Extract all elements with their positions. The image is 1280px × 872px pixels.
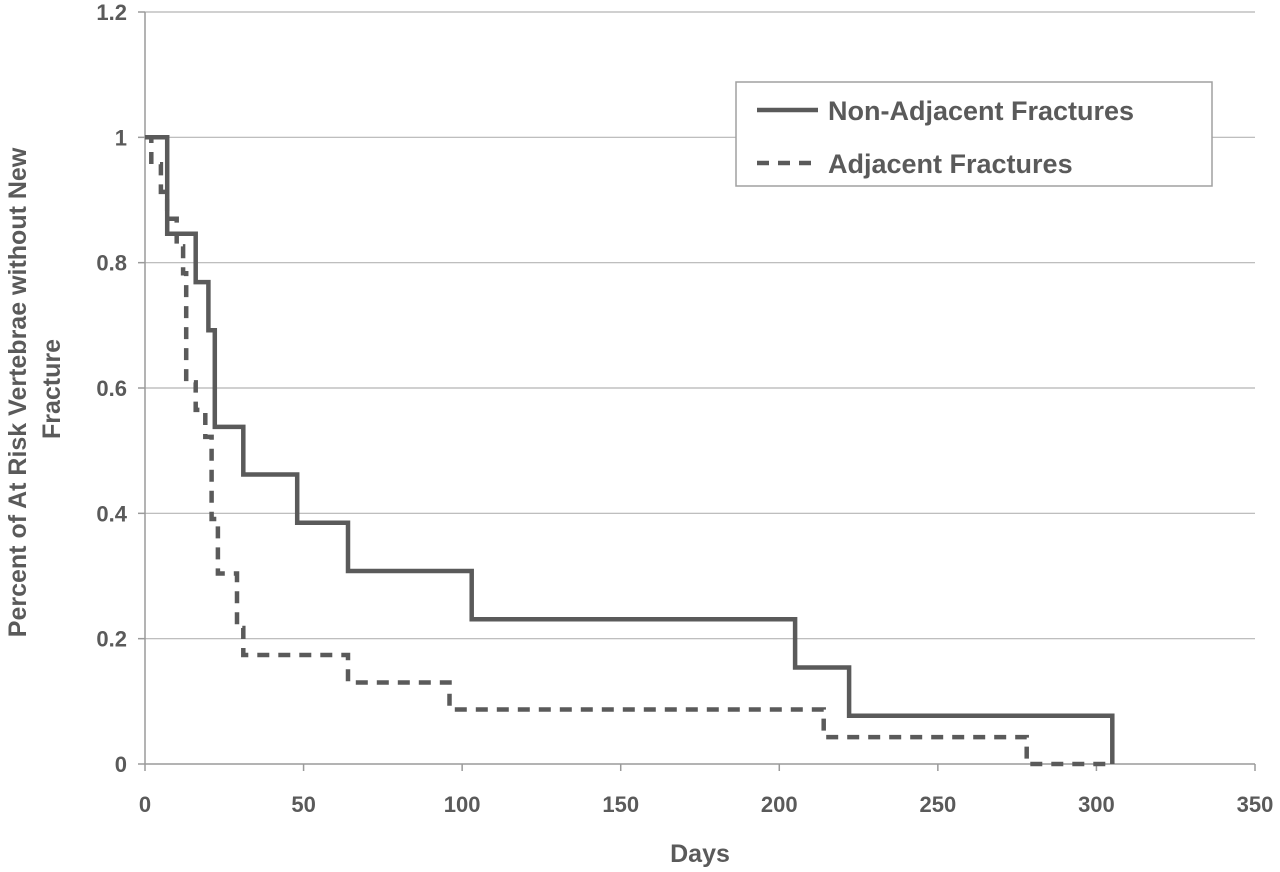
y-tick-label-4: 0.8 [96, 251, 127, 276]
x-tick-label-7: 350 [1237, 792, 1274, 817]
y-tick-label-2: 0.4 [96, 501, 127, 526]
x-tick-label-4: 200 [761, 792, 798, 817]
x-tick-label-0: 0 [139, 792, 151, 817]
y-tick-label-1: 0.2 [96, 627, 127, 652]
y-tick-label-5: 1 [115, 125, 127, 150]
y-tick-label-0: 0 [115, 752, 127, 777]
y-axis-title-line-1: Percent of At Risk Vertebrae without New [4, 147, 32, 637]
legend-label-non-adjacent: Non-Adjacent Fractures [828, 96, 1134, 126]
y-tick-labels: 0 0.2 0.4 0.6 0.8 1 1.2 [96, 0, 127, 777]
x-tick-label-1: 50 [291, 792, 315, 817]
series-line-adjacent [145, 135, 1113, 767]
y-tick-label-6: 1.2 [96, 0, 127, 25]
series-line-non-adjacent [145, 135, 1115, 764]
x-tick-label-5: 250 [919, 792, 956, 817]
x-tick-labels: 0 50 100 150 200 250 300 350 [139, 792, 1273, 817]
legend-box [735, 81, 1213, 187]
legend: Non-Adjacent Fractures Adjacent Fracture… [735, 81, 1213, 187]
plot-series [145, 135, 1115, 767]
legend-label-adjacent: Adjacent Fractures [828, 149, 1073, 179]
x-tick-label-3: 150 [602, 792, 639, 817]
x-tick-label-2: 100 [444, 792, 481, 817]
y-tick-label-3: 0.6 [96, 376, 127, 401]
y-axis-title-line-2: Fracture [38, 339, 66, 439]
gridlines [145, 11, 1255, 640]
y-axis-title: Percent of At Risk Vertebrae without New… [4, 141, 66, 637]
x-tick-label-6: 300 [1078, 792, 1115, 817]
x-axis-title: Days [670, 840, 730, 868]
